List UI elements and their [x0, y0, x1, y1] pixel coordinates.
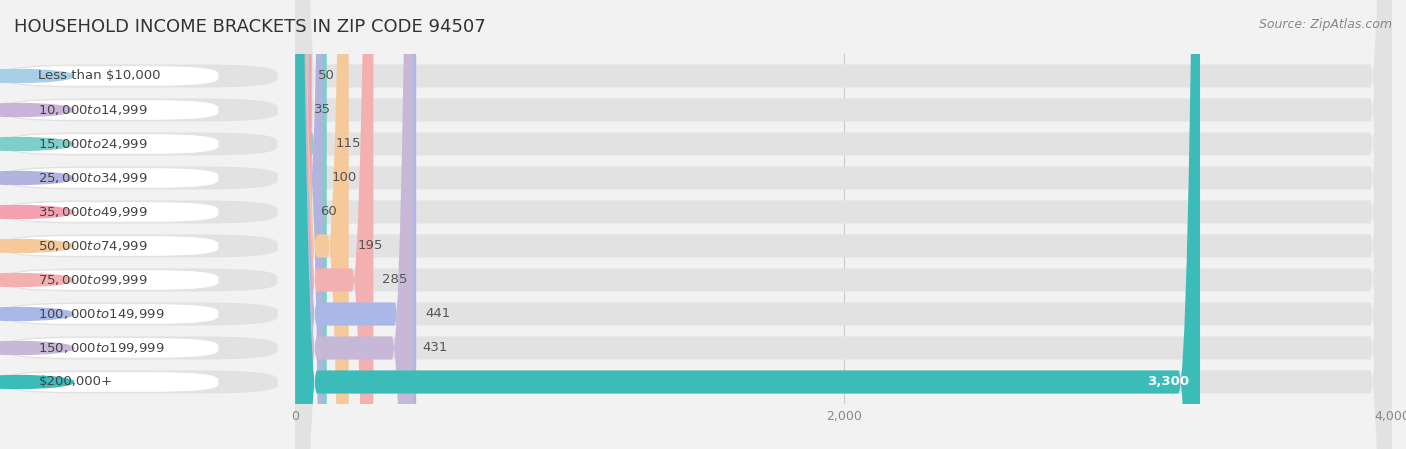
Text: $35,000 to $49,999: $35,000 to $49,999: [38, 205, 148, 219]
FancyBboxPatch shape: [295, 0, 323, 449]
FancyBboxPatch shape: [295, 0, 1392, 449]
Circle shape: [0, 70, 73, 83]
FancyBboxPatch shape: [295, 0, 1392, 449]
Text: 35: 35: [314, 103, 330, 116]
FancyBboxPatch shape: [295, 0, 312, 449]
Text: HOUSEHOLD INCOME BRACKETS IN ZIP CODE 94507: HOUSEHOLD INCOME BRACKETS IN ZIP CODE 94…: [14, 18, 486, 36]
FancyBboxPatch shape: [295, 0, 326, 449]
FancyBboxPatch shape: [6, 66, 218, 86]
FancyBboxPatch shape: [6, 370, 277, 394]
FancyBboxPatch shape: [6, 234, 277, 258]
FancyBboxPatch shape: [295, 0, 1392, 449]
Circle shape: [0, 104, 73, 116]
FancyBboxPatch shape: [295, 0, 1201, 449]
Text: 50: 50: [318, 70, 335, 83]
FancyBboxPatch shape: [6, 336, 277, 360]
Text: 441: 441: [425, 308, 450, 321]
Text: $150,000 to $199,999: $150,000 to $199,999: [38, 341, 165, 355]
Circle shape: [0, 273, 73, 286]
FancyBboxPatch shape: [6, 167, 277, 189]
Text: 195: 195: [357, 239, 382, 252]
FancyBboxPatch shape: [6, 64, 277, 88]
FancyBboxPatch shape: [6, 236, 218, 256]
Circle shape: [0, 239, 73, 252]
Text: $10,000 to $14,999: $10,000 to $14,999: [38, 103, 148, 117]
FancyBboxPatch shape: [6, 372, 218, 392]
Text: $25,000 to $34,999: $25,000 to $34,999: [38, 171, 148, 185]
Text: 60: 60: [321, 206, 337, 219]
FancyBboxPatch shape: [6, 304, 218, 324]
FancyBboxPatch shape: [6, 168, 218, 188]
Text: 3,300: 3,300: [1147, 375, 1189, 388]
FancyBboxPatch shape: [6, 202, 218, 222]
FancyBboxPatch shape: [295, 0, 1392, 449]
Text: 115: 115: [336, 137, 361, 150]
Text: $15,000 to $24,999: $15,000 to $24,999: [38, 137, 148, 151]
FancyBboxPatch shape: [295, 0, 309, 449]
FancyBboxPatch shape: [6, 98, 277, 122]
FancyBboxPatch shape: [6, 269, 277, 291]
Text: $50,000 to $74,999: $50,000 to $74,999: [38, 239, 148, 253]
Text: 285: 285: [382, 273, 408, 286]
FancyBboxPatch shape: [295, 0, 349, 449]
FancyBboxPatch shape: [295, 0, 1392, 449]
Circle shape: [0, 137, 73, 150]
FancyBboxPatch shape: [295, 0, 1392, 449]
Circle shape: [0, 308, 73, 321]
FancyBboxPatch shape: [295, 0, 305, 449]
FancyBboxPatch shape: [6, 338, 218, 358]
FancyBboxPatch shape: [6, 200, 277, 224]
Text: 100: 100: [332, 172, 357, 185]
Circle shape: [0, 206, 73, 219]
FancyBboxPatch shape: [295, 0, 416, 449]
FancyBboxPatch shape: [6, 270, 218, 290]
Circle shape: [0, 342, 73, 354]
Text: Source: ZipAtlas.com: Source: ZipAtlas.com: [1258, 18, 1392, 31]
FancyBboxPatch shape: [295, 0, 413, 449]
FancyBboxPatch shape: [295, 0, 1392, 449]
FancyBboxPatch shape: [6, 134, 218, 154]
Circle shape: [0, 375, 73, 388]
FancyBboxPatch shape: [295, 0, 1392, 449]
Text: $100,000 to $149,999: $100,000 to $149,999: [38, 307, 165, 321]
Text: $200,000+: $200,000+: [38, 375, 112, 388]
FancyBboxPatch shape: [6, 100, 218, 120]
FancyBboxPatch shape: [295, 0, 1392, 449]
FancyBboxPatch shape: [6, 303, 277, 326]
Text: Less than $10,000: Less than $10,000: [38, 70, 160, 83]
FancyBboxPatch shape: [295, 0, 1392, 449]
Text: $75,000 to $99,999: $75,000 to $99,999: [38, 273, 148, 287]
Text: 431: 431: [422, 342, 447, 355]
Circle shape: [0, 172, 73, 185]
FancyBboxPatch shape: [6, 132, 277, 155]
FancyBboxPatch shape: [295, 0, 374, 449]
